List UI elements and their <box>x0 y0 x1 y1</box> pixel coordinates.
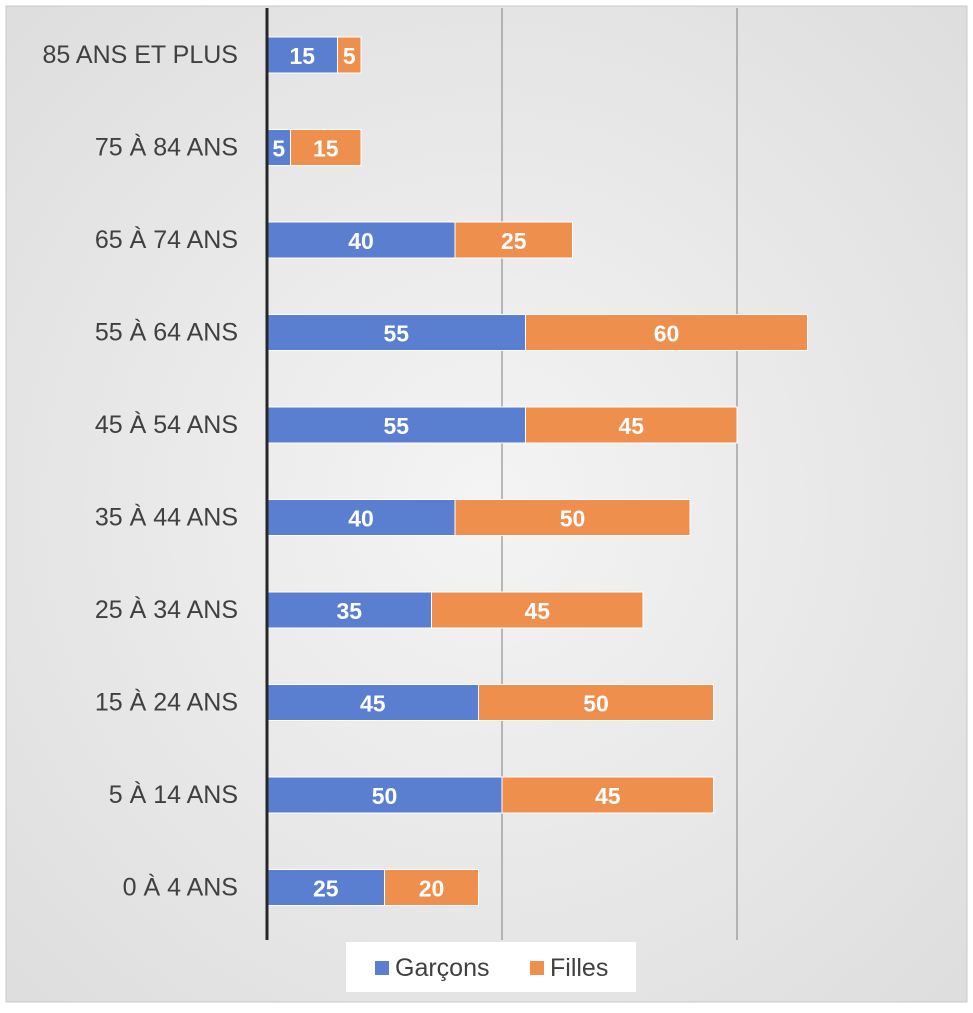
data-label: 45 <box>595 783 621 809</box>
category-label: 35 À 44 ANS <box>95 503 238 532</box>
bar-filles <box>525 406 738 444</box>
bar-garcons <box>266 406 526 444</box>
legend-swatch <box>375 961 389 975</box>
bar-garcons <box>266 36 338 74</box>
bar-filles <box>337 36 362 74</box>
data-label: 45 <box>618 413 644 439</box>
data-label: 5 <box>272 136 285 162</box>
data-label: 45 <box>360 691 386 717</box>
data-label: 15 <box>313 136 339 162</box>
data-label: 55 <box>383 321 409 347</box>
bar-garcons <box>266 684 479 721</box>
data-label: 50 <box>372 783 398 809</box>
category-label: 85 ANS ET PLUS <box>43 41 238 69</box>
bar-filles <box>501 776 714 814</box>
data-label: 25 <box>501 228 527 254</box>
data-label: 50 <box>583 691 609 717</box>
category-label: 25 À 34 ANS <box>95 595 238 624</box>
data-label: 5 <box>343 43 356 69</box>
data-label: 55 <box>383 413 409 439</box>
data-label: 40 <box>348 506 374 532</box>
bar-filles <box>478 684 714 721</box>
bar-filles <box>454 499 691 536</box>
legend-label: Filles <box>550 954 608 982</box>
bar-garcons <box>266 499 456 536</box>
category-label: 5 À 14 ANS <box>109 780 238 809</box>
data-label: 15 <box>289 43 315 69</box>
bar-filles <box>454 221 573 259</box>
legend-label: Garçons <box>395 954 489 982</box>
category-label: 75 À 84 ANS <box>95 133 238 162</box>
data-label: 20 <box>419 876 445 902</box>
data-label: 45 <box>524 598 550 624</box>
legend-background <box>346 942 636 992</box>
legend: Garçons Filles <box>346 942 636 992</box>
data-label: 40 <box>348 228 374 254</box>
data-label: 60 <box>654 321 680 347</box>
bar-filles <box>431 591 644 629</box>
data-label: 35 <box>336 598 362 624</box>
bar-filles <box>525 314 808 351</box>
bar-garcons <box>266 591 432 629</box>
category-label: 0 À 4 ANS <box>123 873 238 902</box>
category-label: 55 À 64 ANS <box>95 318 238 347</box>
category-label: 45 À 54 ANS <box>95 410 238 439</box>
bar-garcons <box>266 314 526 351</box>
category-labels: 85 ANS ET PLUS 75 À 84 ANS 65 À 74 ANS 55 À… <box>43 41 238 902</box>
bar-filles <box>290 129 362 166</box>
bar-filles <box>384 869 479 906</box>
bar-garcons <box>266 869 385 906</box>
data-label: 25 <box>313 876 339 902</box>
legend-swatch <box>530 961 544 975</box>
category-label: 65 À 74 ANS <box>95 225 238 254</box>
bar-garcons <box>266 776 503 814</box>
category-label: 15 À 24 ANS <box>95 688 238 717</box>
data-label: 50 <box>560 506 586 532</box>
